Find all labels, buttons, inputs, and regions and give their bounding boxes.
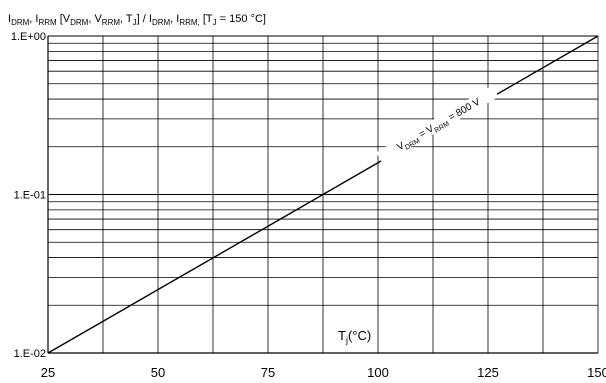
text-part: DRM bbox=[152, 18, 171, 27]
series-label-bg bbox=[376, 85, 499, 164]
text-part: RRM, bbox=[179, 18, 199, 27]
text-part: = 150 °C] bbox=[217, 13, 266, 25]
text-part: [V bbox=[57, 13, 71, 25]
text-part: j bbox=[345, 335, 348, 345]
series-line bbox=[47, 35, 599, 354]
text-part: DRM bbox=[11, 18, 30, 27]
text-part: T bbox=[338, 328, 346, 343]
x-tick-label: 100 bbox=[367, 365, 389, 380]
text-part: , I bbox=[29, 13, 38, 25]
text-part: ] / I bbox=[137, 13, 152, 25]
text-part: RRM bbox=[38, 18, 57, 27]
chart-title: IDRM, IRRM [VDRM, VRRM, TJ] / IDRM, IRRM… bbox=[8, 13, 266, 27]
x-axis-label: Tj(°C) bbox=[338, 328, 371, 345]
x-tick-label: 75 bbox=[261, 365, 275, 380]
text-part: (°C) bbox=[348, 328, 371, 343]
text-part: , V bbox=[88, 13, 102, 25]
y-tick-label: 1.E+00 bbox=[11, 31, 46, 43]
x-tick-label: 150 bbox=[587, 365, 606, 380]
x-axis-label-bg bbox=[330, 325, 376, 345]
text-part: [T bbox=[200, 13, 213, 25]
text-part: , T bbox=[120, 13, 133, 25]
y-tick-label: 1.E-02 bbox=[14, 348, 46, 360]
text-part: J bbox=[133, 18, 137, 27]
text-part: RRM bbox=[102, 18, 121, 27]
text-part: V bbox=[395, 140, 407, 153]
x-tick-label: 25 bbox=[41, 365, 55, 380]
text-part: , I bbox=[170, 13, 179, 25]
x-tick-label: 125 bbox=[477, 365, 499, 380]
tick-labels: 1.E-02 1.E-01 1.E+00 25 50 75 100 125 150 Tj(°C) bbox=[11, 31, 606, 380]
axes bbox=[47, 36, 598, 354]
x-tick-label: 50 bbox=[151, 365, 165, 380]
series-marks: VDRM = VRRM = 800 V bbox=[47, 35, 599, 354]
text-part: DRM bbox=[70, 18, 89, 27]
series-label: VDRM = VRRM = 800 V bbox=[395, 96, 483, 154]
text-part: J bbox=[213, 18, 217, 27]
y-tick-label: 1.E-01 bbox=[14, 190, 46, 202]
text-part: I bbox=[8, 13, 11, 25]
